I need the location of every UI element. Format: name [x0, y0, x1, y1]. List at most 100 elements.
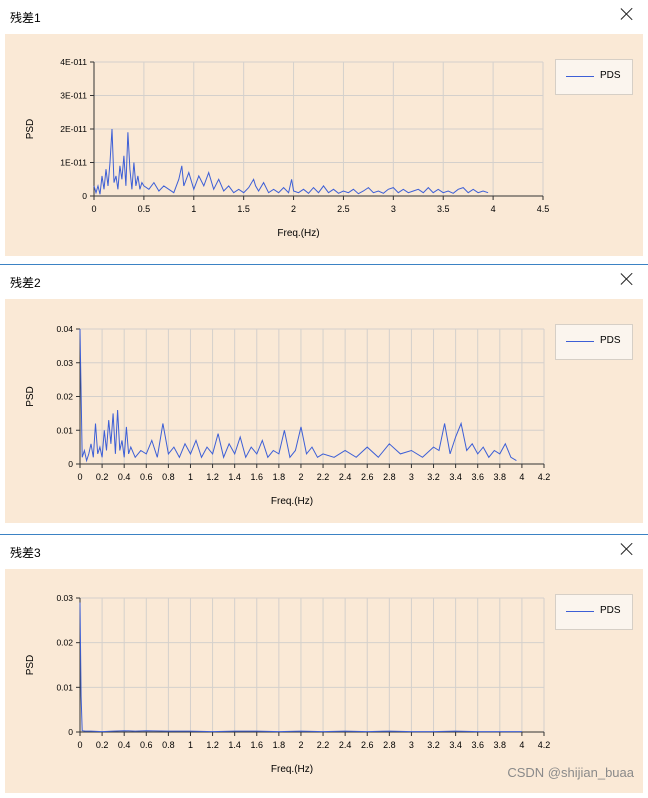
y-tick-label: 1E-011 — [60, 158, 87, 168]
window-title: 残差1 — [10, 11, 41, 25]
x-tick-label: 0.8 — [162, 472, 175, 482]
x-tick-label: 0 — [91, 204, 96, 214]
y-tick-label: 0.01 — [56, 682, 73, 692]
x-axis-label: Freq.(Hz) — [271, 496, 313, 507]
legend: PDS — [555, 59, 633, 95]
x-tick-label: 2.4 — [339, 740, 352, 750]
x-tick-label: 2 — [298, 740, 303, 750]
x-tick-label: 4.2 — [538, 740, 551, 750]
y-tick-label: 0.01 — [56, 425, 73, 435]
x-tick-label: 4 — [491, 204, 496, 214]
x-tick-label: 3.8 — [494, 740, 507, 750]
x-tick-label: 2.6 — [361, 472, 374, 482]
x-tick-label: 0.8 — [162, 740, 175, 750]
window-residual-2: 残差2 0 0.2 0.4 0.6 0.8 1 1.2 1.4 1.6 1.8 2 2.2 2.4 2.6… — [0, 264, 648, 529]
legend-label: PDS — [600, 335, 621, 346]
close-icon[interactable] — [618, 270, 636, 288]
x-tick-label: 0 — [77, 472, 82, 482]
x-tick-label: 1.8 — [273, 472, 286, 482]
titlebar: 残差2 — [0, 265, 648, 297]
psd-chart: 0 0.5 1 1.5 2 2.5 3 3.5 4 4.5 0 1E-011 2E-011 3E-011 4… — [25, 57, 550, 239]
x-tick-label: 3 — [409, 740, 414, 750]
x-tick-label: 3.6 — [471, 472, 484, 482]
x-axis-label: Freq.(Hz) — [271, 764, 313, 775]
y-axis-label: PSD — [25, 119, 36, 140]
y-axis-label: PSD — [25, 655, 36, 676]
x-tick-label: 0.4 — [118, 472, 131, 482]
window-title: 残差2 — [10, 276, 41, 290]
series-line-pds — [79, 328, 517, 463]
chart-panel: 0 0.5 1 1.5 2 2.5 3 3.5 4 4.5 0 1E-011 2E-011 3E-011 4… — [5, 34, 643, 256]
window-title: 残差3 — [10, 546, 41, 560]
y-tick-label: 3E-011 — [60, 91, 87, 101]
y-tick-label: 0.03 — [56, 358, 73, 368]
chart-panel: 0 0.2 0.4 0.6 0.8 1 1.2 1.4 1.6 1.8 2 2.2 2.4 2.6 2.8 3… — [5, 569, 643, 793]
legend-label: PDS — [600, 70, 621, 81]
x-tick-label: 2.8 — [383, 740, 396, 750]
x-tick-label: 0.2 — [96, 472, 109, 482]
x-tick-label: 3.8 — [494, 472, 507, 482]
window-residual-1: 残差1 0 0.5 1 1.5 2 2.5 3 3.5 4 4.5 0 1E-011 2E-011 3E-… — [0, 0, 648, 262]
x-tick-label: 3 — [391, 204, 396, 214]
x-tick-label: 3.5 — [437, 204, 450, 214]
x-tick-label: 4 — [519, 740, 524, 750]
y-tick-label: 0 — [68, 727, 73, 737]
window-residual-3: 残差3 0 0.2 0.4 0.6 0.8 1 1.2 1.4 1.6 1.8 2 2.2 2.4 2.6… — [0, 534, 648, 793]
psd-chart: 0 0.2 0.4 0.6 0.8 1 1.2 1.4 1.6 1.8 2 2.2 2.4 2.6 2.8 3… — [25, 593, 551, 775]
x-tick-label: 1.4 — [228, 740, 241, 750]
x-tick-label: 0.5 — [138, 204, 151, 214]
x-tick-label: 1.8 — [273, 740, 286, 750]
x-tick-label: 2.5 — [337, 204, 350, 214]
x-tick-label: 0.4 — [118, 740, 131, 750]
series-line-pds — [93, 128, 489, 195]
chart-panel: 0 0.2 0.4 0.6 0.8 1 1.2 1.4 1.6 1.8 2 2.2 2.4 2.6 2.8 3… — [5, 299, 643, 523]
x-tick-label: 2.6 — [361, 740, 374, 750]
x-tick-label: 3.6 — [471, 740, 484, 750]
x-tick-label: 0.2 — [96, 740, 109, 750]
x-tick-label: 2 — [291, 204, 296, 214]
x-tick-label: 2.4 — [339, 472, 352, 482]
legend-label: PDS — [600, 605, 621, 616]
x-tick-label: 1.2 — [206, 472, 219, 482]
x-tick-label: 1 — [191, 204, 196, 214]
titlebar: 残差3 — [0, 535, 648, 567]
y-axis-label: PSD — [25, 386, 36, 407]
x-tick-label: 2.2 — [317, 740, 330, 750]
x-tick-label: 1.6 — [251, 740, 264, 750]
x-tick-label: 2.8 — [383, 472, 396, 482]
x-tick-label: 2.2 — [317, 472, 330, 482]
x-tick-label: 1.2 — [206, 740, 219, 750]
titlebar: 残差1 — [0, 0, 648, 32]
x-axis-label: Freq.(Hz) — [277, 228, 319, 239]
x-tick-label: 3.2 — [427, 740, 440, 750]
x-tick-label: 1.4 — [228, 472, 241, 482]
y-tick-label: 4E-011 — [60, 57, 87, 67]
y-tick-label: 0.02 — [56, 638, 73, 648]
x-tick-label: 3.4 — [449, 740, 462, 750]
close-icon[interactable] — [618, 5, 636, 23]
y-tick-label: 0.04 — [56, 324, 73, 334]
x-tick-label: 3 — [409, 472, 414, 482]
legend-line-swatch — [566, 341, 594, 342]
x-tick-label: 1.5 — [237, 204, 250, 214]
x-tick-label: 1.6 — [251, 472, 264, 482]
x-tick-label: 3.4 — [449, 472, 462, 482]
plot-area — [80, 598, 544, 732]
x-tick-label: 2 — [298, 472, 303, 482]
watermark: CSDN @shijian_buaa — [507, 765, 634, 780]
legend: PDS — [555, 594, 633, 630]
legend: PDS — [555, 324, 633, 360]
y-tick-label: 0.02 — [56, 392, 73, 402]
psd-chart: 0 0.2 0.4 0.6 0.8 1 1.2 1.4 1.6 1.8 2 2.2 2.4 2.6 2.8 3… — [25, 324, 550, 507]
close-icon[interactable] — [618, 540, 636, 558]
y-tick-label: 0 — [82, 191, 87, 201]
x-tick-label: 1 — [188, 472, 193, 482]
x-tick-label: 0 — [77, 740, 82, 750]
x-tick-label: 3.2 — [427, 472, 440, 482]
series-line-pds — [79, 602, 522, 733]
y-tick-label: 0 — [68, 459, 73, 469]
x-tick-label: 4 — [519, 472, 524, 482]
legend-line-swatch — [566, 611, 594, 612]
y-tick-label: 0.03 — [56, 593, 73, 603]
x-tick-label: 4.5 — [537, 204, 550, 214]
